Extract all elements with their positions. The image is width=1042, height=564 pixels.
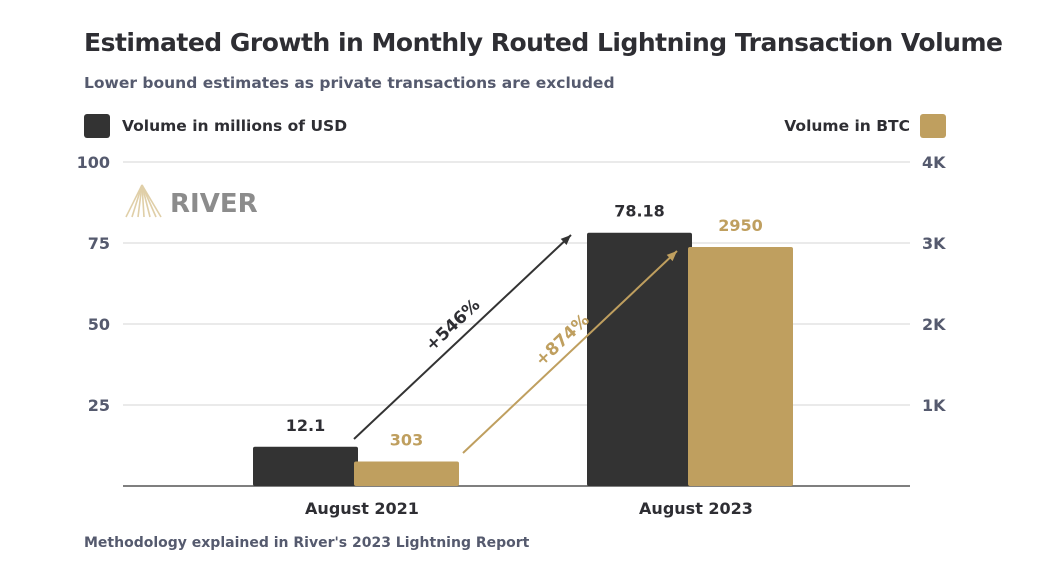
right-tick-label: 2K xyxy=(922,315,946,334)
growth-label: +874% xyxy=(531,310,593,370)
right-tick-label: 3K xyxy=(922,234,946,253)
data-label: 2950 xyxy=(718,216,763,235)
legend-usd: Volume in millions of USD xyxy=(84,114,347,138)
logo-text: RIVER xyxy=(170,189,258,219)
legend-swatch-btc xyxy=(920,114,946,138)
x-tick-label: August 2023 xyxy=(639,499,753,518)
legend-label-btc: Volume in BTC xyxy=(784,117,910,135)
bar-btc xyxy=(354,461,459,486)
x-tick-label: August 2021 xyxy=(305,499,419,518)
right-tick-label: 1K xyxy=(922,396,946,415)
left-tick-label: 75 xyxy=(88,234,110,253)
chart-subtitle: Lower bound estimates as private transac… xyxy=(84,74,615,92)
footnote: Methodology explained in River's 2023 Li… xyxy=(84,535,530,551)
arrow-head xyxy=(666,251,677,262)
legend-swatch-usd xyxy=(84,114,110,138)
chart-title: Estimated Growth in Monthly Routed Light… xyxy=(84,28,1003,57)
right-tick-label: 4K xyxy=(922,153,946,172)
left-tick-label: 50 xyxy=(88,315,110,334)
growth-arrow xyxy=(353,234,572,440)
river-logo: RIVER xyxy=(125,184,258,219)
data-label: 78.18 xyxy=(614,202,665,221)
data-label: 303 xyxy=(390,430,423,449)
left-tick-label: 25 xyxy=(88,396,110,415)
arrow-head xyxy=(560,235,571,246)
bar-usd xyxy=(587,232,692,486)
data-label: 12.1 xyxy=(286,416,325,435)
legend-btc: Volume in BTC xyxy=(784,114,946,138)
left-tick-label: 100 xyxy=(77,153,110,172)
legend-label-usd: Volume in millions of USD xyxy=(122,117,348,135)
growth-arrow xyxy=(462,250,678,454)
bar-usd xyxy=(253,446,358,486)
bar-btc xyxy=(688,247,793,486)
